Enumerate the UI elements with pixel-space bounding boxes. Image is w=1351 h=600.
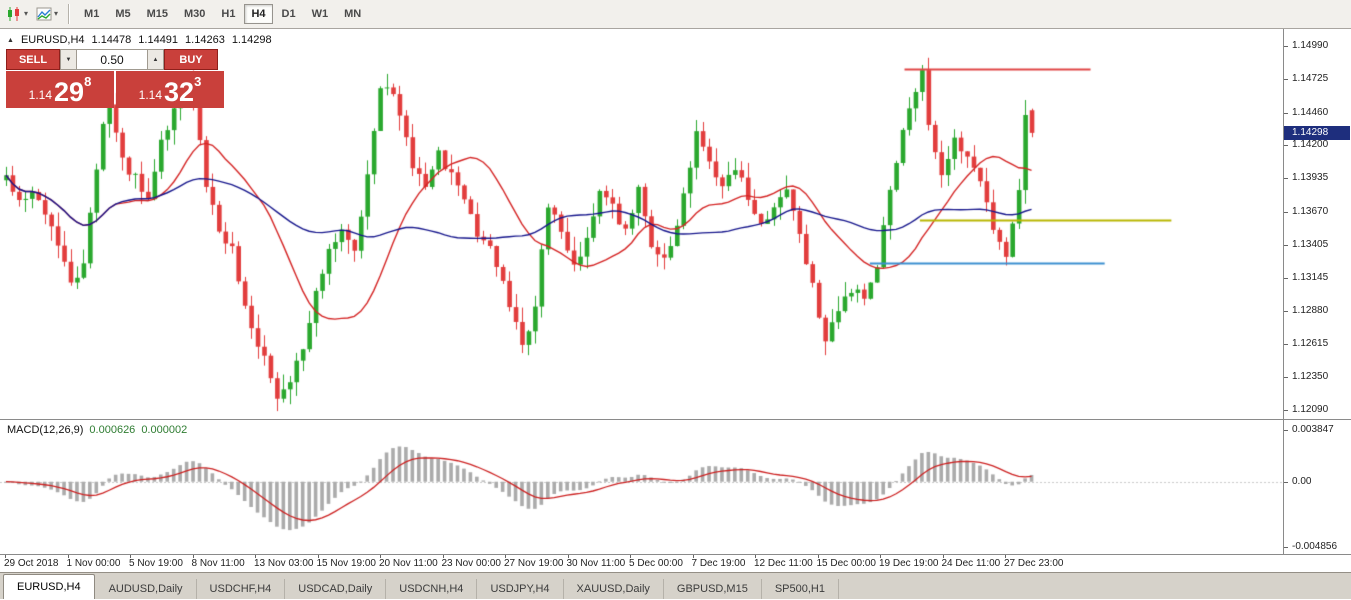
time-axis-label: 24 Dec 11:00 (941, 555, 1001, 569)
buy-price-pips: 32 (164, 77, 195, 107)
current-price-badge: 1.14298 (1284, 125, 1350, 140)
time-axis-label: 27 Dec 23:00 (1004, 555, 1064, 569)
sell-price-prefix: 1.14 (28, 88, 53, 102)
macd-axis-label: 0.00 (1284, 476, 1311, 488)
chart-tab-gbpusd-m15[interactable]: GBPUSD,M15 (664, 579, 762, 599)
sell-price-point: 8 (84, 74, 92, 89)
time-axis-label: 5 Nov 19:00 (129, 555, 183, 569)
chart-tab-usdjpy-h4[interactable]: USDJPY,H4 (477, 579, 564, 599)
timeframe-d1-button[interactable]: D1 (275, 4, 303, 24)
macd-axis[interactable]: 0.003847 0.00 -0.004856 (1283, 420, 1350, 554)
volume-increase-button[interactable]: ▲ (147, 49, 164, 70)
time-axis[interactable]: 29 Oct 2018 1 Nov 00:00 5 Nov 19:00 8 Nov 1… (0, 554, 1351, 572)
timeframe-mn-button[interactable]: MN (337, 4, 368, 24)
chart-tab-audusd-daily[interactable]: AUDUSD,Daily (96, 579, 197, 599)
price-axis-label: 1.12880 (1284, 305, 1328, 317)
indicators-button[interactable]: ▾ (32, 3, 62, 25)
buy-button[interactable]: BUY (164, 49, 218, 70)
timeframe-h4-button[interactable]: H4 (244, 4, 273, 24)
top-toolbar: ▾ ▾ M1 M5 M15 M30 H1 H4 D1 W1 MN (0, 0, 1351, 29)
time-axis-label: 20 Nov 11:00 (379, 555, 438, 569)
chart-tab-sp500-h1[interactable]: SP500,H1 (762, 579, 839, 599)
time-axis-label: 19 Dec 19:00 (879, 555, 939, 569)
open-value: 1.14478 (91, 34, 132, 46)
buy-price-point: 3 (194, 74, 202, 89)
time-axis-label: 15 Dec 00:00 (816, 555, 876, 569)
time-axis-label: 13 Nov 03:00 (254, 555, 314, 569)
price-axis-label: 1.14200 (1284, 139, 1328, 151)
main-chart-pane: ▲ EURUSD,H4 1.14478 1.14491 1.14263 1.14… (0, 29, 1351, 419)
chevron-down-icon: ▾ (54, 9, 59, 18)
up-arrow-icon: ▲ (152, 56, 159, 63)
price-axis-label: 1.13670 (1284, 206, 1328, 218)
timeframe-toolbar: M1 M5 M15 M30 H1 H4 D1 W1 MN (76, 4, 369, 24)
time-axis-label: 8 Nov 11:00 (191, 555, 245, 569)
macd-canvas[interactable] (0, 420, 1283, 554)
chart-tab-eurusd-h4[interactable]: EURUSD,H4 (3, 574, 95, 599)
chart-tab-bar: EURUSD,H4 AUDUSD,Daily USDCHF,H4 USDCAD,Dai… (0, 572, 1351, 599)
toolbar-separator (68, 4, 71, 24)
macd-main-value: 0.000626 (89, 424, 136, 436)
macd-header: MACD(12,26,9) 0.000626 0.000002 (7, 424, 187, 436)
time-axis-label: 1 Nov 00:00 (66, 555, 121, 569)
volume-input[interactable] (77, 49, 147, 70)
timeframe-m1-button[interactable]: M1 (77, 4, 106, 24)
time-axis-label: 27 Nov 19:00 (504, 555, 564, 569)
price-axis-label: 1.13935 (1284, 172, 1328, 184)
sell-price-pips: 29 (54, 77, 85, 107)
one-click-trading-panel: SELL ▼ ▲ BUY 1.14 29 8 1.14 32 (6, 49, 224, 108)
chevron-down-icon: ▾ (24, 9, 29, 18)
timeframe-w1-button[interactable]: W1 (305, 4, 336, 24)
price-axis[interactable]: 1.14298 1.14990 1.14725 1.14460 1.14200 1.13… (1283, 29, 1350, 419)
macd-name-label: MACD(12,26,9) (7, 424, 84, 436)
timeframe-h1-button[interactable]: H1 (214, 4, 242, 24)
time-axis-label: 23 Nov 00:00 (441, 555, 501, 569)
sell-button[interactable]: SELL (6, 49, 60, 70)
low-value: 1.14263 (185, 34, 225, 46)
time-axis-label: 7 Dec 19:00 (691, 555, 746, 569)
buy-price-prefix: 1.14 (138, 88, 163, 102)
buy-price-display[interactable]: 1.14 32 3 (116, 71, 224, 108)
sell-price-display[interactable]: 1.14 29 8 (6, 71, 114, 108)
high-value: 1.14491 (138, 34, 179, 46)
macd-signal-value: 0.000002 (141, 424, 188, 436)
chart-type-button[interactable]: ▾ (2, 3, 32, 25)
chart-tab-usdchf-h4[interactable]: USDCHF,H4 (197, 579, 286, 599)
timeframe-m5-button[interactable]: M5 (108, 4, 137, 24)
price-axis-label: 1.12350 (1284, 371, 1328, 383)
macd-axis-label: -0.004856 (1284, 541, 1337, 553)
close-value: 1.14298 (231, 34, 272, 46)
down-arrow-icon: ▼ (65, 56, 72, 63)
macd-axis-label: 0.003847 (1284, 424, 1334, 436)
timeframe-m30-button[interactable]: M30 (177, 4, 212, 24)
timeframe-m15-button[interactable]: M15 (140, 4, 175, 24)
time-axis-label: 12 Dec 11:00 (754, 555, 813, 569)
time-axis-label: 29 Oct 2018 (4, 555, 59, 569)
candlestick-chart-icon (6, 6, 22, 22)
chart-ohlc-header: ▲ EURUSD,H4 1.14478 1.14491 1.14263 1.14… (7, 34, 272, 46)
macd-indicator-pane: MACD(12,26,9) 0.000626 0.000002 0.003847… (0, 419, 1351, 554)
indicators-icon (36, 6, 52, 22)
chart-tab-usdcad-daily[interactable]: USDCAD,Daily (285, 579, 387, 599)
trade-panel-toggle-icon[interactable]: ▲ (7, 36, 14, 44)
price-axis-label: 1.14990 (1284, 40, 1328, 52)
price-axis-label: 1.14725 (1284, 73, 1328, 85)
chart-tab-usdcnh-h4[interactable]: USDCNH,H4 (386, 579, 478, 599)
time-axis-label: 30 Nov 11:00 (566, 555, 626, 569)
price-axis-label: 1.14460 (1284, 107, 1328, 119)
time-axis-label: 5 Dec 00:00 (629, 555, 683, 569)
price-axis-label: 1.12615 (1284, 338, 1328, 350)
volume-decrease-button[interactable]: ▼ (60, 49, 77, 70)
price-axis-label: 1.13405 (1284, 239, 1328, 251)
price-axis-label: 1.12090 (1284, 404, 1328, 416)
price-axis-label: 1.13145 (1284, 272, 1328, 284)
time-axis-label: 15 Nov 19:00 (316, 555, 376, 569)
symbol-period-label: EURUSD,H4 (20, 34, 85, 46)
chart-tab-xauusd-daily[interactable]: XAUUSD,Daily (564, 579, 664, 599)
